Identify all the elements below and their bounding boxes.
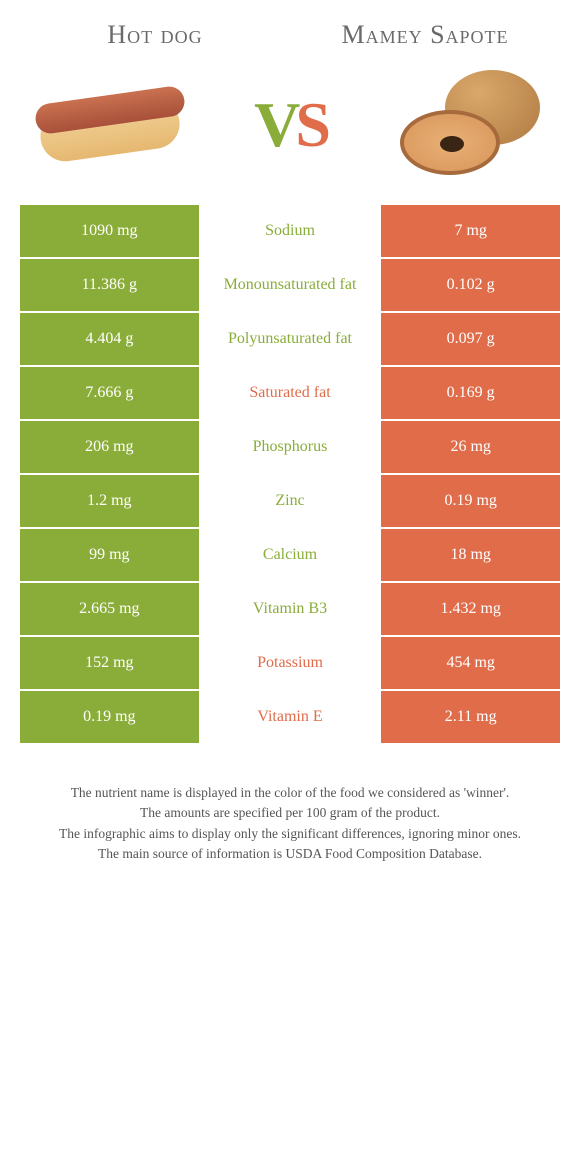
left-value: 4.404 g xyxy=(20,313,199,365)
hotdog-icon xyxy=(35,85,185,165)
footer-line: The main source of information is USDA F… xyxy=(30,844,550,864)
header: Hot dog Mamey Sapote xyxy=(20,20,560,50)
nutrient-label: Sodium xyxy=(201,205,380,257)
left-value: 99 mg xyxy=(20,529,199,581)
right-value: 0.169 g xyxy=(381,367,560,419)
table-row: 152 mgPotassium454 mg xyxy=(20,637,560,689)
table-row: 206 mgPhosphorus26 mg xyxy=(20,421,560,473)
left-value: 206 mg xyxy=(20,421,199,473)
right-food-image xyxy=(390,70,550,180)
nutrient-label: Calcium xyxy=(201,529,380,581)
table-row: 0.19 mgVitamin E2.11 mg xyxy=(20,691,560,743)
table-row: 2.665 mgVitamin B31.432 mg xyxy=(20,583,560,635)
footer-line: The infographic aims to display only the… xyxy=(30,824,550,844)
left-value: 2.665 mg xyxy=(20,583,199,635)
table-row: 4.404 gPolyunsaturated fat0.097 g xyxy=(20,313,560,365)
right-food-title: Mamey Sapote xyxy=(304,20,547,50)
nutrient-table: 1090 mgSodium7 mg11.386 gMonounsaturated… xyxy=(20,205,560,743)
nutrient-label: Polyunsaturated fat xyxy=(201,313,380,365)
left-value: 11.386 g xyxy=(20,259,199,311)
right-value: 18 mg xyxy=(381,529,560,581)
footer-line: The nutrient name is displayed in the co… xyxy=(30,783,550,803)
vs-s: S xyxy=(295,89,326,160)
table-row: 7.666 gSaturated fat0.169 g xyxy=(20,367,560,419)
nutrient-label: Phosphorus xyxy=(201,421,380,473)
table-row: 99 mgCalcium18 mg xyxy=(20,529,560,581)
nutrient-label: Monounsaturated fat xyxy=(201,259,380,311)
table-row: 11.386 gMonounsaturated fat0.102 g xyxy=(20,259,560,311)
vs-label: VS xyxy=(254,88,326,162)
sapote-icon xyxy=(395,70,545,180)
right-value: 2.11 mg xyxy=(381,691,560,743)
right-value: 0.19 mg xyxy=(381,475,560,527)
vs-row: VS xyxy=(20,70,560,180)
left-food-image xyxy=(30,70,190,180)
left-value: 7.666 g xyxy=(20,367,199,419)
nutrient-label: Potassium xyxy=(201,637,380,689)
nutrient-label: Saturated fat xyxy=(201,367,380,419)
vs-v: V xyxy=(254,89,295,160)
right-value: 0.102 g xyxy=(381,259,560,311)
right-value: 7 mg xyxy=(381,205,560,257)
footer-line: The amounts are specified per 100 gram o… xyxy=(30,803,550,823)
right-value: 0.097 g xyxy=(381,313,560,365)
table-row: 1090 mgSodium7 mg xyxy=(20,205,560,257)
footer-notes: The nutrient name is displayed in the co… xyxy=(20,783,560,864)
nutrient-label: Zinc xyxy=(201,475,380,527)
right-value: 454 mg xyxy=(381,637,560,689)
right-value: 26 mg xyxy=(381,421,560,473)
table-row: 1.2 mgZinc0.19 mg xyxy=(20,475,560,527)
left-value: 152 mg xyxy=(20,637,199,689)
left-value: 1.2 mg xyxy=(20,475,199,527)
left-value: 1090 mg xyxy=(20,205,199,257)
right-value: 1.432 mg xyxy=(381,583,560,635)
nutrient-label: Vitamin E xyxy=(201,691,380,743)
left-value: 0.19 mg xyxy=(20,691,199,743)
left-food-title: Hot dog xyxy=(34,20,277,50)
nutrient-label: Vitamin B3 xyxy=(201,583,380,635)
